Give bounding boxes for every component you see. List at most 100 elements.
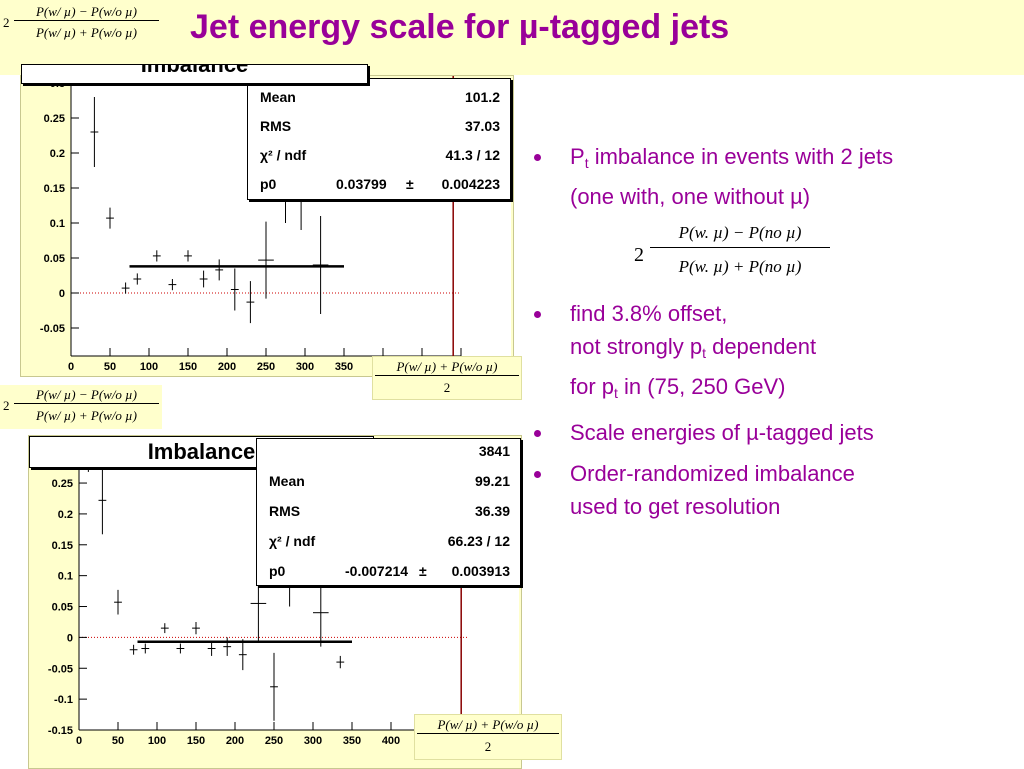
data-point <box>238 639 247 671</box>
bullet-text: Order-randomized imbalance <box>570 461 855 486</box>
stat-p0-pm: ± <box>406 176 414 192</box>
stat-p0-error: 0.003913 <box>451 563 510 579</box>
stat-rms-value: 36.39 <box>474 503 510 519</box>
data-point <box>184 250 192 262</box>
y-tick-label: 0.1 <box>58 571 73 583</box>
x-tick-label: 0 <box>76 735 82 747</box>
data-point <box>160 623 169 634</box>
plot-1-title-text: Imbalance <box>140 64 249 77</box>
y-tick-label: 0.25 <box>52 478 73 490</box>
data-point <box>90 97 99 167</box>
bullet-text: not strongly p <box>570 334 703 359</box>
plot-2-frame: -0.15-0.1-0.0500.050.10.150.20.250.30501… <box>28 435 522 769</box>
bullet-formula: 2 P(w. µ) − P(no µ) P(w. µ) + P(no µ) <box>532 213 1012 297</box>
stat-p0-pm: ± <box>419 563 427 579</box>
bullet-subscript: t <box>584 155 589 171</box>
stat-mean-label: Mean <box>269 473 305 489</box>
formula-axis-1: P(w/ µ) + P(w/o µ) 2 <box>372 356 522 400</box>
plot-2-title-text: Imbalance <box>147 439 256 464</box>
plot-1-stats-box: Mean 101.2 RMS 37.03 χ² / ndf 41.3 / 12 p0 0… <box>247 78 511 200</box>
stat-p0-label: p0 <box>260 176 277 192</box>
x-tick-label: 150 <box>187 735 205 747</box>
y-tick-label: -0.1 <box>54 694 73 706</box>
data-point <box>215 259 224 281</box>
bullet-item: find 3.8% offset, not strongly pt depend… <box>532 297 1012 410</box>
bullet-text: find 3.8% offset, <box>570 301 728 326</box>
y-tick-label: -0.15 <box>48 725 73 737</box>
data-point <box>98 466 107 535</box>
bullet-text: imbalance in events with 2 jets <box>588 144 894 169</box>
plot-1-frame: -0.05 0 0.05 0.1 0.15 0.2 0.25 0.3 0 50 100 150 200 2… <box>20 64 514 377</box>
x-tick-label: 350 <box>343 735 361 747</box>
data-point <box>258 221 274 299</box>
data-point <box>176 643 185 654</box>
title-band: Jet energy scale for µ-tagged jets <box>0 0 1024 75</box>
formula-mid-left: 2 P(w/ µ) − P(w/o µ) P(w/ µ) + P(w/o µ) <box>0 385 162 429</box>
stat-p0-value: 0.03799 <box>336 176 387 192</box>
y-tick-label: 0.15 <box>52 540 73 552</box>
stat-chi2-label: χ² / ndf <box>260 147 307 163</box>
y-tick-label: 0 <box>59 288 65 300</box>
bullet-item: Scale energies of µ-tagged jets <box>532 416 1012 449</box>
bullet-dot-icon <box>534 471 541 478</box>
data-point <box>207 641 216 656</box>
formula-coefficient: 2 <box>3 398 10 413</box>
bullet-text: for p <box>570 374 615 399</box>
bullet-dot-icon <box>534 430 541 437</box>
stat-rms-label: RMS <box>269 503 301 519</box>
formula-denominator: P(w. µ) + P(no µ) <box>678 257 802 276</box>
y-tick-label: 0.15 <box>44 183 65 195</box>
formula-denominator: 2 <box>484 739 492 754</box>
bullet-text: in (75, 250 GeV) <box>617 374 786 399</box>
data-point <box>114 589 122 615</box>
x-tick-label: 150 <box>179 361 197 373</box>
slide-title: Jet energy scale for µ-tagged jets <box>190 8 730 46</box>
y-tick-label: 0.2 <box>58 509 73 521</box>
data-point <box>168 279 177 291</box>
data-point <box>270 652 278 721</box>
data-point <box>133 273 142 285</box>
x-tick-label: 100 <box>140 361 158 373</box>
bullet-subscript: t <box>702 345 706 361</box>
bullet-subscript: t <box>614 385 618 401</box>
formula-denominator: P(w/ µ) + P(w/o µ) <box>35 408 138 423</box>
formula-numerator: P(w/ µ) + P(w/o µ) <box>417 717 559 734</box>
bullet-item: Pt imbalance in events with 2 jets (one … <box>532 140 1012 213</box>
y-tick-label: 0.2 <box>50 148 65 160</box>
formula-coefficient: 2 <box>3 15 10 30</box>
stat-entries-value: 3841 <box>478 443 510 459</box>
bullet-text: dependent <box>705 334 817 359</box>
data-point <box>121 282 130 294</box>
stat-p0-error: 0.004223 <box>441 176 500 192</box>
data-point <box>141 643 150 654</box>
x-tick-label: 400 <box>382 735 400 747</box>
formula-top-left: 2 P(w/ µ) − P(w/o µ) P(w/ µ) + P(w/o µ) <box>0 2 162 46</box>
stat-rms-value: 37.03 <box>464 118 500 134</box>
x-tick-label: 300 <box>304 735 322 747</box>
y-tick-label: 0 <box>67 632 73 644</box>
data-point <box>312 216 329 314</box>
data-point <box>246 281 255 324</box>
data-point <box>199 270 208 288</box>
formula-numerator: P(w. µ) − P(no µ) <box>650 219 830 248</box>
data-point <box>152 250 161 262</box>
bullet-list: Pt imbalance in events with 2 jets (one … <box>532 140 1012 523</box>
data-point <box>129 644 138 655</box>
x-tick-label: 250 <box>265 735 283 747</box>
x-tick-label: 200 <box>218 361 236 373</box>
stat-p0-value: -0.007214 <box>345 563 409 579</box>
y-tick-label: -0.05 <box>48 663 73 675</box>
data-point <box>230 268 239 311</box>
bullet-text: used to get resolution <box>570 494 781 519</box>
formula-denominator: P(w/ µ) + P(w/o µ) <box>35 25 138 40</box>
bullet-item: Order-randomized imbalance used to get r… <box>532 457 1012 523</box>
formula-numerator: P(w/ µ) + P(w/o µ) <box>375 359 519 376</box>
y-tick-label: -0.05 <box>40 323 65 335</box>
bullet-dot-icon <box>534 311 541 318</box>
stat-chi2-value: 66.23 / 12 <box>447 533 510 549</box>
x-tick-label: 200 <box>226 735 244 747</box>
x-tick-label: 350 <box>335 361 353 373</box>
bullet-text: Scale energies of µ-tagged jets <box>570 420 874 445</box>
formula-coefficient: 2 <box>634 244 644 266</box>
stat-chi2-value: 41.3 / 12 <box>445 147 501 163</box>
